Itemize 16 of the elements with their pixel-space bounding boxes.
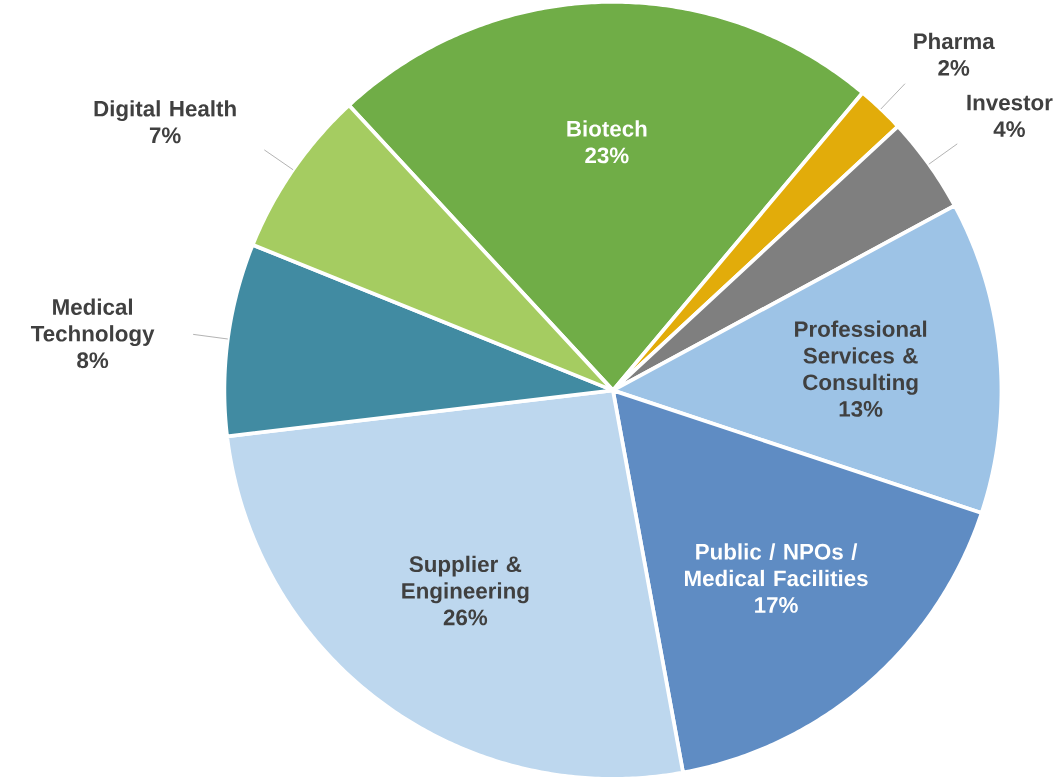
data-label: 17%: [755, 597, 798, 613]
slice-label: Digital Health: [94, 100, 236, 122]
slice-label: Medical Technology: [30, 298, 155, 347]
data-label: 23%: [585, 147, 629, 164]
data-label: 7%: [149, 127, 181, 144]
slice-label: Pharma: [914, 32, 995, 50]
data-label: 8%: [77, 352, 109, 369]
data-label: 4%: [993, 121, 1025, 138]
slice-label: Public / NPOs / Medical Facilities: [685, 543, 868, 587]
data-label: 13%: [839, 401, 883, 417]
slice-label: Professional Services & Consulting: [795, 320, 927, 395]
slice-label: Investor: [967, 94, 1053, 111]
data-label: 2%: [938, 60, 970, 76]
slice-label: Biotech: [567, 120, 647, 137]
data-label: 26%: [443, 609, 488, 626]
slice-label: Supplier & Engineering: [402, 555, 529, 604]
